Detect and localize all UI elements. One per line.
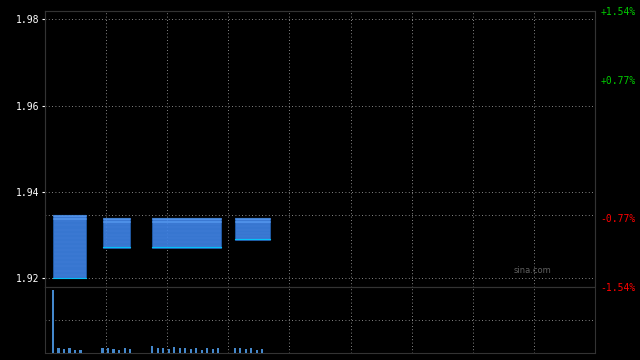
Bar <box>74 350 76 353</box>
Bar <box>239 348 241 353</box>
Bar <box>168 349 170 353</box>
Bar <box>118 350 120 353</box>
Bar <box>52 290 54 353</box>
Bar <box>261 349 263 353</box>
Bar <box>179 348 180 353</box>
Bar <box>189 349 192 353</box>
Bar <box>234 347 236 353</box>
Bar <box>58 347 60 353</box>
Bar <box>195 348 197 353</box>
Bar <box>68 348 70 353</box>
Bar <box>151 346 153 353</box>
Bar <box>152 218 221 248</box>
Bar <box>212 349 214 353</box>
Bar <box>102 218 130 248</box>
Bar <box>113 349 115 353</box>
Text: sina.com: sina.com <box>513 266 551 275</box>
Bar <box>79 350 82 353</box>
Bar <box>244 349 247 353</box>
Bar <box>129 349 131 353</box>
Bar <box>102 347 104 353</box>
Bar <box>250 347 252 353</box>
Bar <box>162 347 164 353</box>
Bar <box>255 350 258 353</box>
Bar <box>53 215 86 278</box>
Bar <box>124 347 125 353</box>
Bar <box>235 218 271 239</box>
Bar <box>107 348 109 353</box>
Bar <box>63 349 65 353</box>
Bar <box>217 348 220 353</box>
Bar <box>206 347 208 353</box>
Bar <box>157 348 159 353</box>
Bar <box>184 347 186 353</box>
Bar <box>200 350 203 353</box>
Bar <box>173 347 175 353</box>
